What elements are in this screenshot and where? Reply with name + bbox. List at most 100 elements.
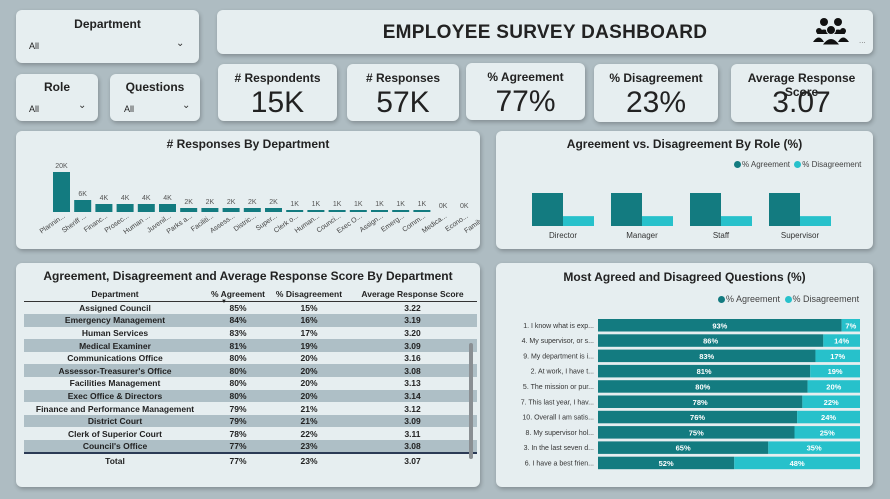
cell-score: 3.08 [348,364,477,378]
bar-disagreement [797,410,860,424]
questions-slicer-label: Questions [125,80,185,94]
cell-agreement: 78% [229,428,247,439]
bar [413,210,431,212]
legend-agreement-dot [734,161,741,169]
chevron-down-icon[interactable]: ⌄ [182,100,191,111]
table-row[interactable]: Medical Examiner 81% 19% 3.09 [24,339,477,352]
table-scrollbar[interactable] [469,343,473,459]
tick-label: Staff [713,231,730,240]
role-slicer[interactable]: Role All ⌄ [16,74,98,121]
table-row[interactable]: Facilities Management 80% 20% 3.13 [24,377,477,390]
cell-department: District Court [24,414,206,428]
data-label: 35% [807,444,822,453]
table-row[interactable]: Council's Office 77% 23% 3.08 [24,440,477,453]
questions-chart: 1. I know what is exp... 93% 7% 4. My super… [521,319,860,470]
cell-disagreement: 21% [300,403,318,414]
data-label: 20% [826,382,841,391]
cell-disagreement: 15% [300,303,318,314]
tick-label: 4. My supervisor, or s... [522,338,594,345]
dashboard-header: EMPLOYEE SURVEY DASHBOARD ... [217,10,873,54]
column-header-average-score[interactable]: Average Response Score [361,289,464,299]
legend-agreement-dot [718,296,725,304]
bar-disagreement [841,319,860,332]
column-header-disagreement[interactable]: % Disagreement [275,289,343,299]
bar-agreement [611,193,642,226]
bar-agreement [598,456,735,470]
table-row[interactable]: Human Services 83% 17% 3.20 [24,327,477,340]
kpi-label: Average Response Score [747,71,856,99]
bar [265,208,282,212]
tick-label: 6. I have a best frien... [525,460,594,467]
kpi-value: 57K [376,86,430,119]
kpi-value: 3.07 [772,86,831,119]
questions-slicer-value[interactable]: All [124,104,135,114]
data-label: 2K [206,199,215,206]
kpi-responses: # Responses 57K [347,64,459,121]
bar [95,204,113,212]
cell-department: Emergency Management [24,314,206,327]
cell-department: Communications Office [67,353,163,364]
bar-disagreement [815,349,860,363]
bar [74,200,92,212]
tick-label: Supervisor [781,231,820,240]
data-label: 14% [834,337,849,346]
bar [349,210,367,212]
bar [137,204,155,212]
data-label: 2K [184,199,193,206]
department-slicer[interactable]: Department All ⌄ [16,10,199,63]
tick-label: Assign... [359,213,385,234]
table-row[interactable]: Emergency Management 84% 16% 3.19 [24,314,477,327]
bar-agreement [598,319,842,332]
bar-agreement [598,426,795,439]
kpi-value: 15K [250,86,305,119]
sort-desc-icon[interactable]: ▼ [221,299,227,305]
cell-agreement: 81% [206,339,270,352]
department-slicer-value[interactable]: All [29,41,40,51]
column-header-department[interactable]: Department [91,289,139,299]
table-row[interactable]: Finance and Performance Management 79% 21%… [24,402,477,415]
chevron-down-icon[interactable]: ⌄ [78,100,87,111]
kpi-label: % Agreement [487,70,564,84]
bar [180,208,198,212]
bar [116,204,134,212]
bar-disagreement [721,216,752,226]
tick-label: Director [549,231,577,240]
chevron-down-icon[interactable]: ⌄ [176,38,185,49]
cell-score: 3.13 [404,378,421,389]
more-options-icon[interactable]: ... [859,36,866,45]
table-row[interactable]: District Court 79% 21% 3.09 [24,414,477,428]
cell-disagreement: 19% [270,339,348,352]
tick-label: 7. This last year, I hav... [521,399,594,406]
legend-disagreement-dot [794,161,802,169]
tick-label: 8. My supervisor hol... [526,430,595,437]
data-label: 52% [659,459,674,468]
data-label: 1K [312,201,321,208]
legend-agreement-label: % Agreement [726,294,781,304]
cell-disagreement: 17% [300,327,318,338]
data-label: 4K [163,195,172,202]
role-slicer-value[interactable]: All [29,104,40,114]
cell-disagreement: 20% [300,353,318,364]
table-row[interactable]: Assessor-Treasurer's Office 80% 20% 3.08 [24,364,477,378]
cell-score: 3.22 [404,303,421,314]
cell-disagreement: 16% [270,314,348,327]
cell-agreement: 80% [229,353,247,364]
table-row[interactable]: Assigned Council 85% 15% 3.22 [24,302,477,315]
questions-slicer[interactable]: Questions All ⌄ [110,74,200,121]
cell-disagreement: 20% [270,389,348,403]
department-table: Department % Agreement % Disagreement Av… [24,287,477,469]
data-label: 2K [248,199,257,206]
table-row[interactable]: Communications Office 80% 20% 3.16 [24,352,477,365]
data-label: 4K [100,195,109,202]
column-header-agreement[interactable]: % Agreement [210,289,265,299]
kpi-value: 23% [625,86,687,119]
table-row[interactable]: Clerk of Superior Court 78% 22% 3.11 [24,427,477,440]
kpi-label: % Disagreement [609,71,703,85]
data-label: 20K [55,163,68,170]
data-label: 1K [418,201,427,208]
bar-disagreement [734,456,860,470]
data-label: 1K [333,201,342,208]
bar [201,208,219,212]
table-row[interactable]: Exec Office & Directors 80% 20% 3.14 [24,389,477,403]
data-label: 2K [227,199,236,206]
